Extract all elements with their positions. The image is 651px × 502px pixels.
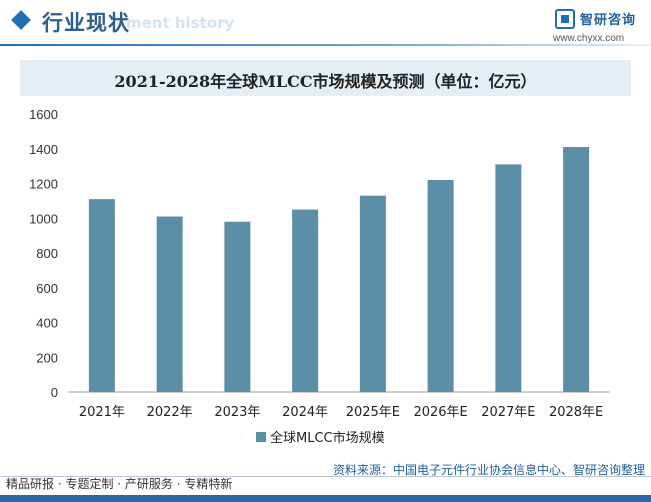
brand-logo-icon bbox=[555, 9, 575, 29]
section-title: 行业现状 bbox=[42, 11, 130, 35]
legend-swatch bbox=[256, 432, 266, 442]
x-tick-label: 2022年 bbox=[147, 405, 193, 420]
x-tick-label: 2023年 bbox=[214, 405, 260, 420]
y-tick-label: 400 bbox=[36, 316, 58, 331]
footer-tagline: 精品研报 · 专题定制 · 产研服务 · 专精特新 bbox=[6, 477, 233, 491]
y-tick-label: 800 bbox=[36, 246, 58, 261]
bar bbox=[292, 209, 319, 392]
bar bbox=[359, 195, 386, 392]
y-tick-label: 1200 bbox=[29, 177, 58, 192]
bar bbox=[563, 147, 590, 392]
bar bbox=[495, 164, 522, 392]
bar bbox=[427, 180, 454, 392]
source-note: 资料来源：中国电子元件行业协会信息中心、智研咨询整理 bbox=[332, 463, 645, 477]
x-tick-label: 2021年 bbox=[79, 405, 125, 420]
header-divider bbox=[0, 44, 651, 46]
brand-name: 智研咨询 bbox=[580, 13, 637, 28]
y-tick-label: 0 bbox=[51, 385, 58, 400]
x-tick-label: 2028年E bbox=[549, 405, 603, 420]
footer-divider bbox=[0, 476, 651, 477]
chart-title-band: 2021-2028年全球MLCC市场规模及预测（单位：亿元） bbox=[20, 60, 631, 96]
chart-title: 2021-2028年全球MLCC市场规模及预测（单位：亿元） bbox=[114, 72, 537, 91]
y-tick-label: 200 bbox=[36, 350, 58, 365]
legend-label: 全球MLCC市场规模 bbox=[270, 430, 385, 446]
brand-url: www.chyxx.com bbox=[553, 33, 625, 44]
y-tick-label: 1000 bbox=[29, 211, 58, 226]
bar bbox=[88, 199, 115, 392]
x-tick-label: 2024年 bbox=[282, 405, 328, 420]
y-tick-label: 1400 bbox=[29, 142, 58, 157]
x-tick-label: 2026年E bbox=[413, 405, 467, 420]
section-watermark: ment history bbox=[126, 14, 235, 32]
x-tick-label: 2025年E bbox=[346, 405, 400, 420]
bar bbox=[156, 216, 183, 392]
y-tick-label: 1600 bbox=[29, 107, 58, 122]
bar bbox=[224, 221, 251, 392]
y-tick-label: 600 bbox=[36, 281, 58, 296]
footer-strip bbox=[0, 495, 651, 502]
page-header: 行业现状 ment history 智研咨询 www.chyxx.com bbox=[0, 0, 651, 48]
x-tick-label: 2027年E bbox=[481, 405, 535, 420]
